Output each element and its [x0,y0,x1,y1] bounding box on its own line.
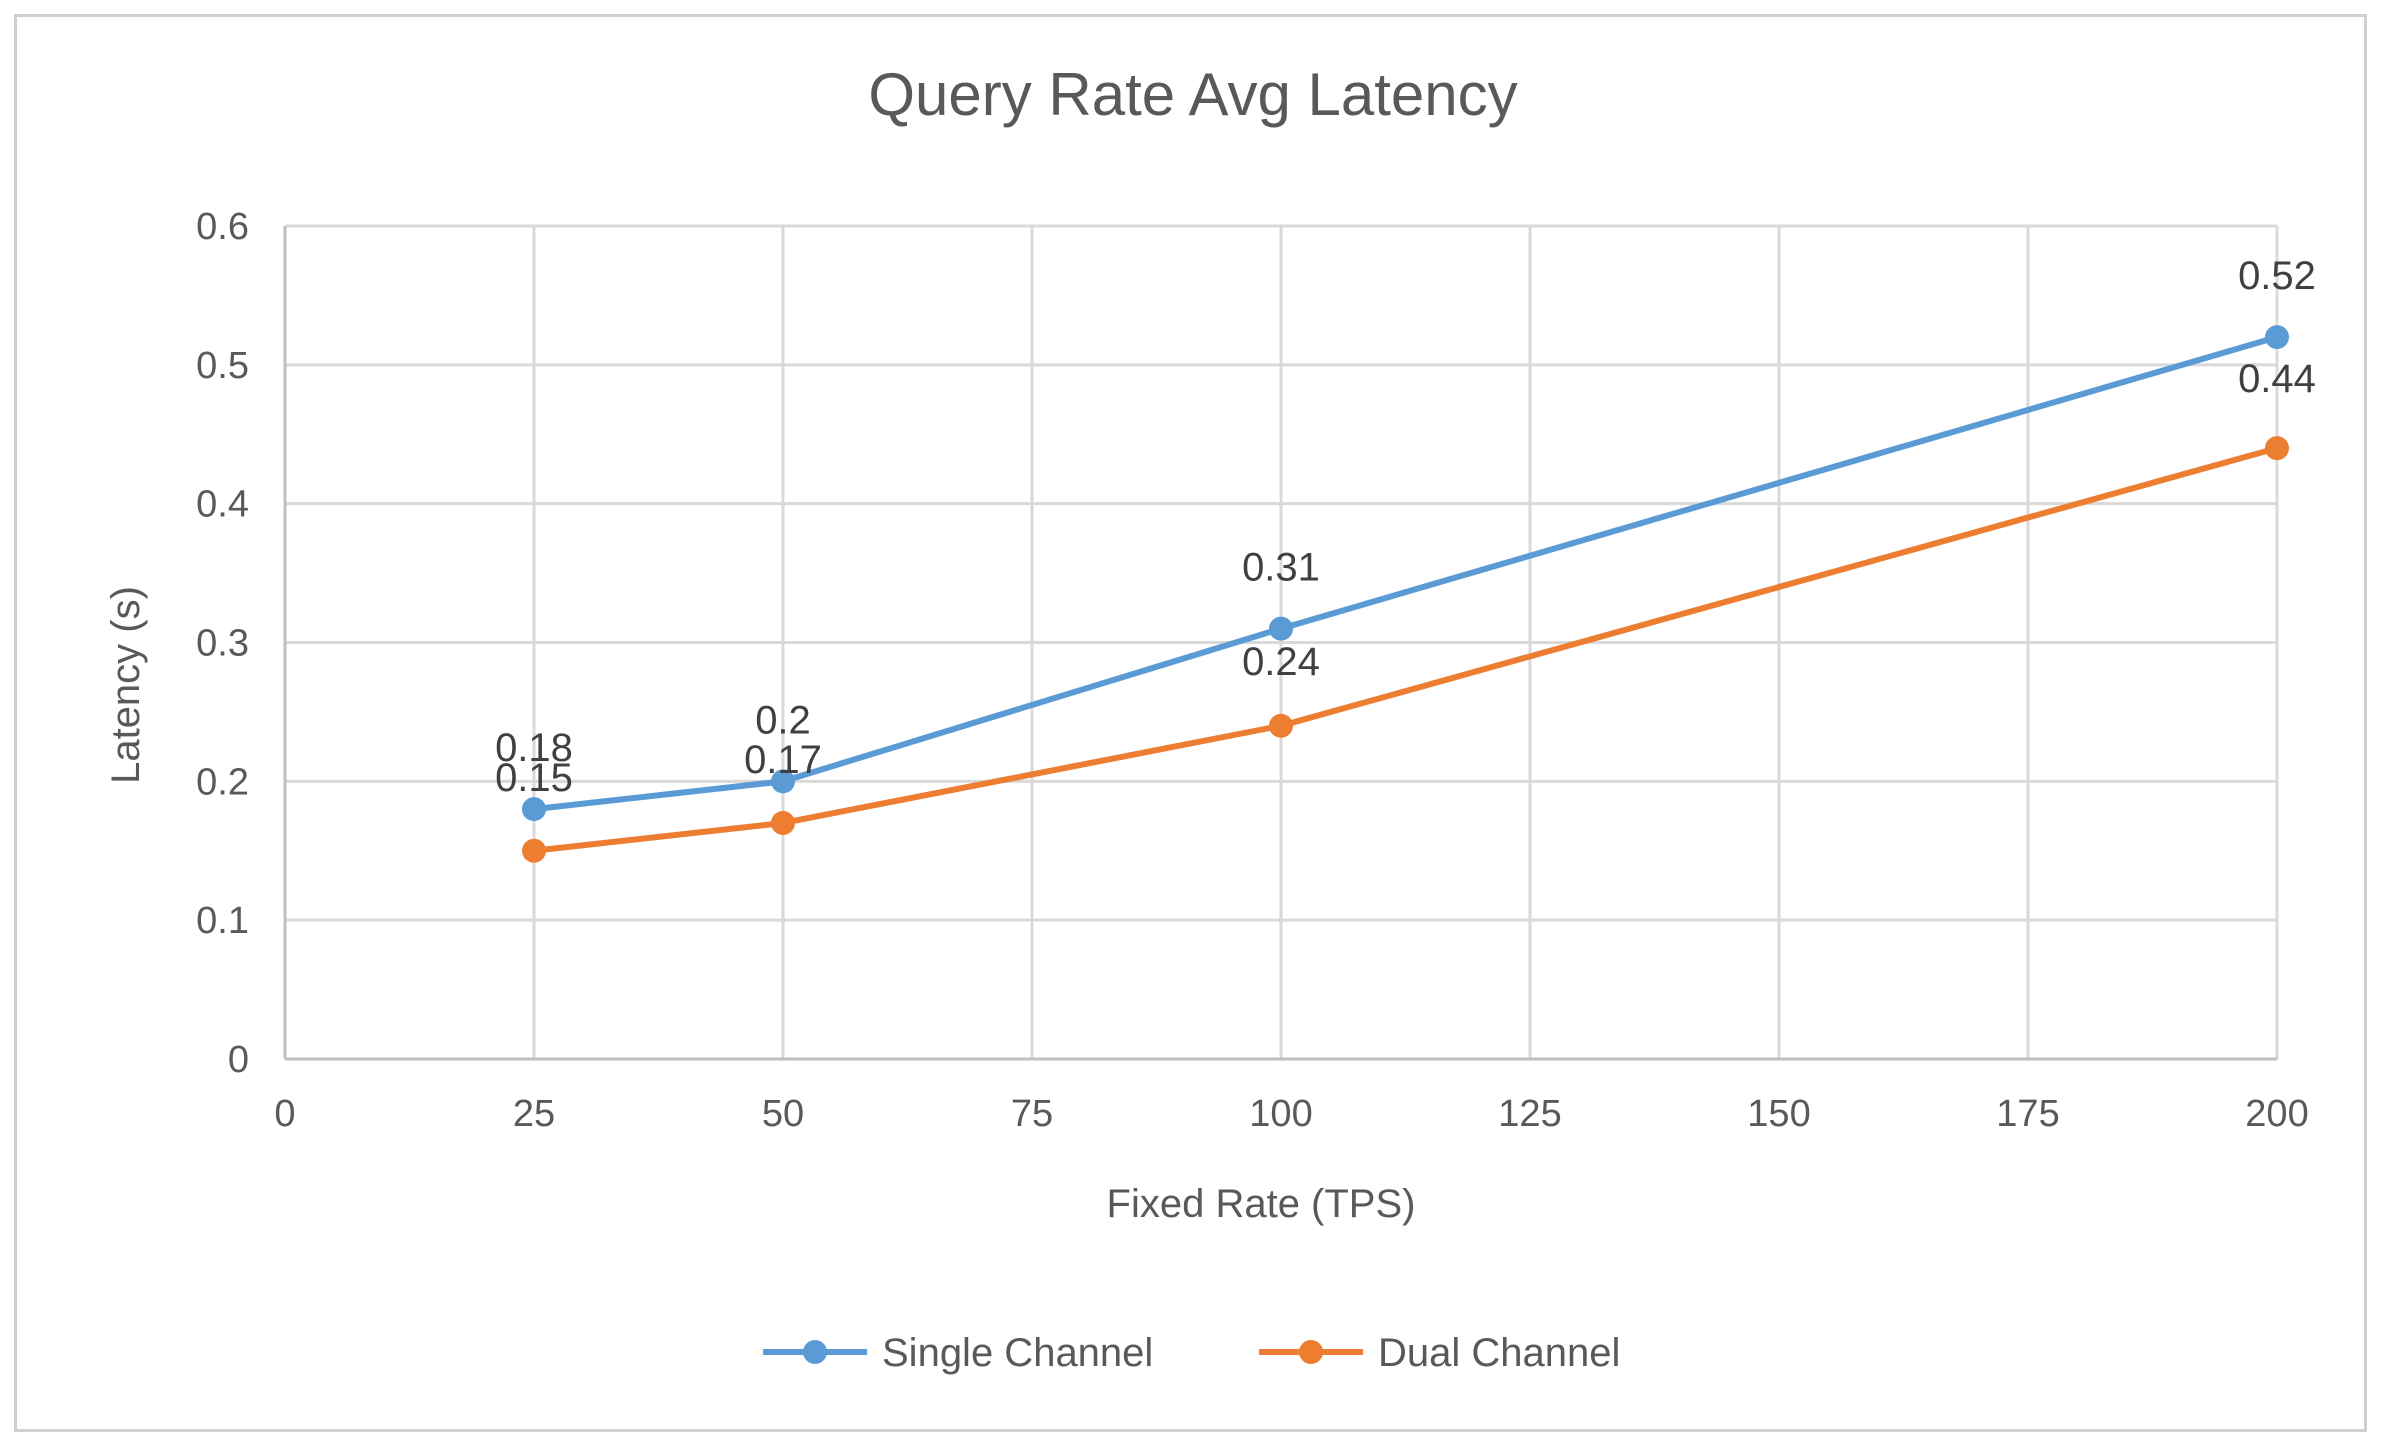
tick-labels: 0 0.1 0.2 0.3 0.4 0.5 0.6 0 25 50 75 100 125 150 175 20… [196,206,2309,1135]
y-axis-title: Latency (s) [104,586,148,784]
data-label: 0.15 [495,756,573,800]
y-tick-label: 0 [228,1039,249,1081]
data-label: 0.17 [744,738,822,782]
y-tick-label: 0.3 [196,623,249,665]
y-tick-label: 0.5 [196,345,249,387]
data-labels: 0.18 0.2 0.31 0.52 0.15 0.17 0.24 0.44 [495,254,2316,800]
series-dual-channel [522,436,2289,863]
data-point [771,769,795,794]
data-point [522,797,546,822]
data-point [2265,325,2289,350]
series-single-channel [522,325,2289,822]
legend: Single Channel Dual Channel [763,1331,1620,1375]
series-line [531,334,2280,813]
data-label: 0.31 [1242,546,1320,590]
x-tick-label: 125 [1498,1093,1561,1135]
chart-title: Query Rate Avg Latency [868,61,1517,128]
axes [283,226,2277,1061]
y-tick-label: 0.2 [196,761,249,803]
legend-item: Single Channel [763,1331,1153,1375]
x-tick-label: 75 [1011,1093,1053,1135]
legend-label: Single Channel [882,1331,1153,1375]
data-label: 0.18 [495,726,573,770]
data-label: 0.2 [755,698,811,742]
data-label: 0.44 [2238,357,2316,401]
data-point [522,838,546,863]
legend-marker [803,1340,827,1364]
data-point [771,810,795,835]
series-line [531,445,2280,854]
x-tick-label: 200 [2245,1093,2308,1135]
legend-marker [1299,1340,1323,1364]
series-layer [522,325,2289,863]
legend-label: Dual Channel [1378,1331,1620,1375]
x-tick-label: 175 [1996,1093,2059,1135]
line-chart: Query Rate Avg Latency 00.10.20.30.40.50… [104,61,2316,1375]
x-tick-label: 25 [513,1093,555,1135]
data-point [1269,616,1293,641]
data-point [1269,713,1293,738]
legend-item: Dual Channel [1259,1331,1620,1375]
data-label: 0.24 [1242,640,1320,684]
x-tick-label: 0 [274,1093,295,1135]
x-tick-label: 50 [762,1093,804,1135]
data-label: 0.52 [2238,254,2316,298]
grid [285,224,2279,1059]
chart-frame: Query Rate Avg Latency 0 0.1 0.2 0.3 0.4 0.5 0… [14,14,2367,1432]
x-axis-title: Fixed Rate (TPS) [1107,1182,1416,1226]
data-point [2265,436,2289,461]
y-tick-label: 0.4 [196,484,249,526]
y-tick-label: 0.6 [196,206,249,248]
x-tick-label: 100 [1249,1093,1312,1135]
y-tick-label: 0.1 [196,900,249,942]
x-tick-label: 150 [1747,1093,1810,1135]
